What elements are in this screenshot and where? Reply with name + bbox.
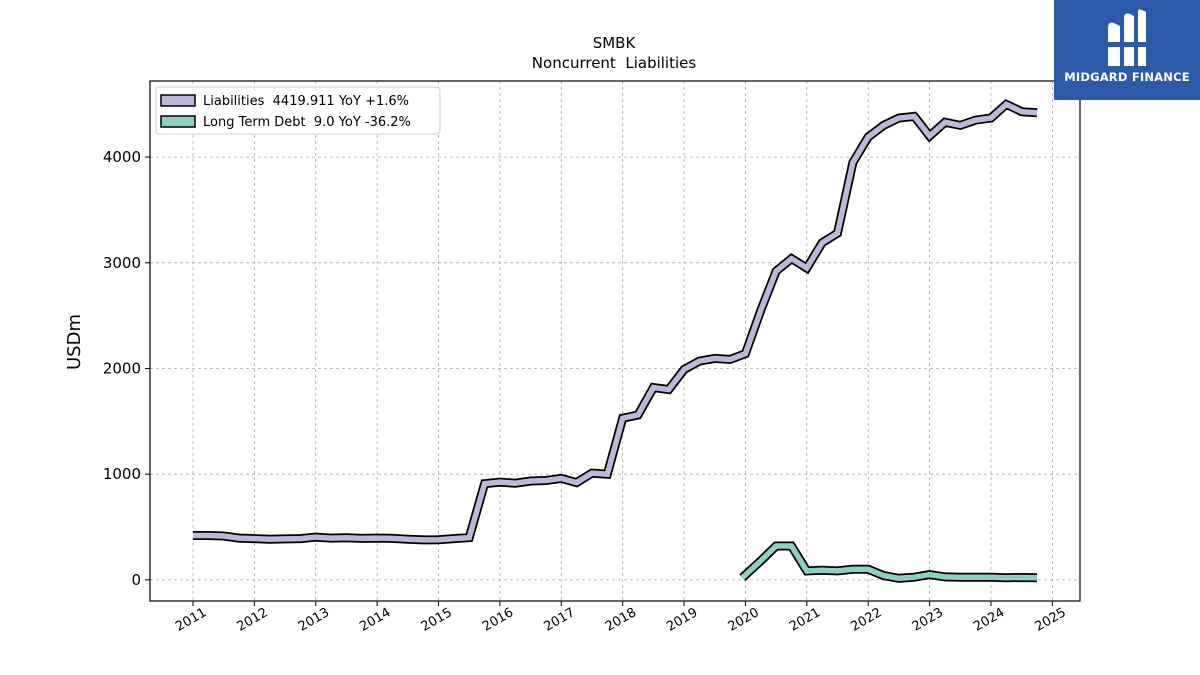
plot-frame <box>149 80 1081 602</box>
x-tick-label: 2022 <box>848 605 884 635</box>
y-axis-label: USDm <box>64 314 85 370</box>
x-tick-label: 2019 <box>664 605 700 635</box>
x-tick-label: 2023 <box>910 605 946 635</box>
y-tick-label: 0 <box>131 571 141 589</box>
x-tick-label: 2021 <box>787 605 823 635</box>
midgard-logo-icon <box>1106 9 1148 67</box>
x-tick-label: 2015 <box>419 605 455 635</box>
x-tick-label: 2017 <box>541 605 577 635</box>
chart-subtitle: Noncurrent Liabilities <box>532 54 697 72</box>
y-tick-label: 2000 <box>103 359 141 377</box>
legend: Liabilities 4419.911 YoY +1.6% Long Term… <box>155 86 441 135</box>
x-axis: 2011 2012 2013 2014 2015 2016 2017 2018 2019 2020… <box>173 601 1069 635</box>
legend-swatch-liabilities <box>160 94 196 107</box>
y-tick-label: 3000 <box>103 254 141 272</box>
x-tick-label: 2020 <box>726 605 762 635</box>
legend-entry-liabilities: Liabilities 4419.911 YoY +1.6% <box>160 94 409 109</box>
brand-logo-text: MIDGARD FINANCE <box>1064 70 1190 84</box>
legend-entry-long-term-debt: Long Term Debt 9.0 YoY -36.2% <box>160 115 411 130</box>
series-line-long-term-debt <box>740 543 1038 582</box>
x-tick-label: 2013 <box>296 605 332 635</box>
x-tick-label: 2025 <box>1033 605 1069 635</box>
grid <box>150 81 1080 601</box>
chart-title: SMBK <box>593 34 637 52</box>
x-tick-label: 2016 <box>480 605 516 635</box>
x-tick-label: 2018 <box>603 605 639 635</box>
x-tick-label: 2014 <box>357 605 393 635</box>
legend-box <box>155 86 441 135</box>
legend-label-liabilities: Liabilities 4419.911 YoY +1.6% <box>203 94 409 109</box>
legend-swatch-long-term-debt <box>160 115 196 128</box>
x-tick-label: 2024 <box>971 605 1007 635</box>
series-line-liabilities <box>193 101 1038 543</box>
y-tick-label: 4000 <box>103 148 141 166</box>
x-tick-label: 2012 <box>235 605 271 635</box>
legend-label-long-term-debt: Long Term Debt 9.0 YoY -36.2% <box>203 115 411 130</box>
brand-logo: MIDGARD FINANCE <box>1054 0 1200 100</box>
y-tick-label: 1000 <box>103 465 141 483</box>
y-axis: 0 1000 2000 3000 4000 <box>103 148 150 589</box>
series-layer <box>193 98 1038 583</box>
x-tick-label: 2011 <box>173 605 209 635</box>
series-outline-long-term-debt <box>739 541 1038 583</box>
